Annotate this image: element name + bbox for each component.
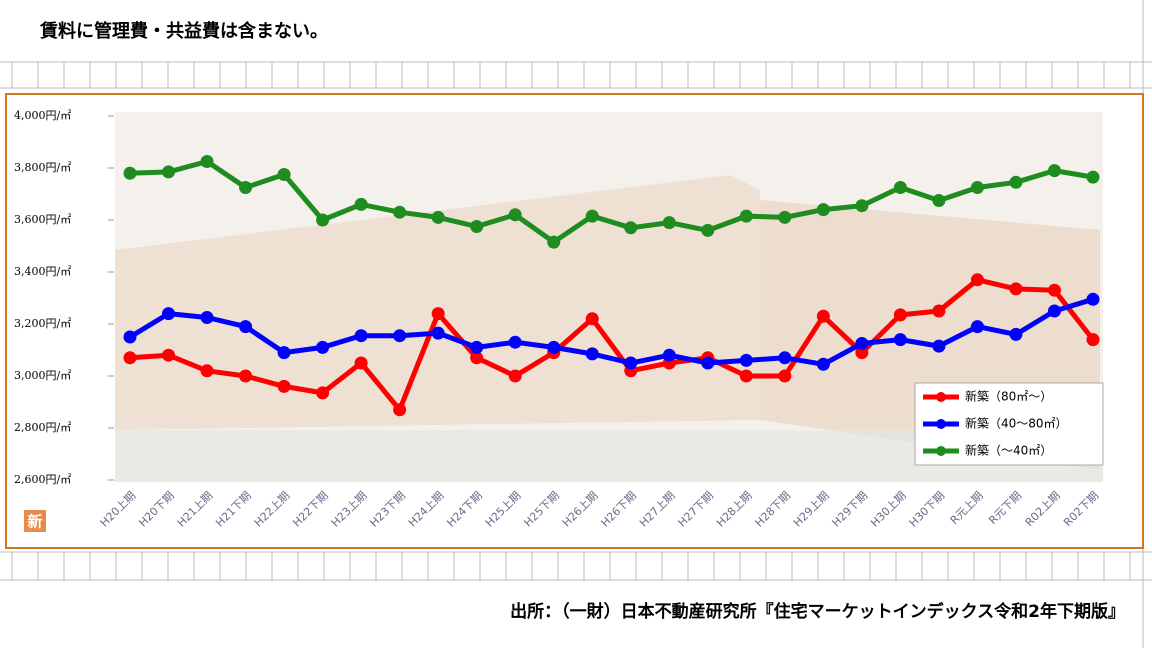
point — [739, 353, 753, 367]
point — [778, 369, 792, 383]
badge: 新 — [27, 513, 42, 531]
point — [932, 304, 946, 318]
point — [585, 209, 599, 223]
point — [508, 369, 522, 383]
point — [431, 307, 445, 321]
point — [662, 348, 676, 362]
point — [508, 208, 522, 222]
point — [123, 330, 137, 344]
point — [393, 329, 407, 343]
point — [739, 369, 753, 383]
point — [316, 213, 330, 227]
point — [162, 307, 176, 321]
point — [393, 403, 407, 417]
point — [662, 216, 676, 230]
y-tick-label: 3,800円/㎡ — [14, 161, 71, 174]
point — [1086, 170, 1100, 184]
y-tick-label: 3,600円/㎡ — [14, 213, 71, 226]
point — [1047, 283, 1061, 297]
point — [1086, 292, 1100, 306]
legend-marker — [936, 392, 946, 402]
point — [701, 223, 715, 237]
point — [816, 309, 830, 323]
point — [354, 356, 368, 370]
point — [200, 155, 214, 168]
point — [1086, 333, 1100, 347]
point — [277, 379, 291, 393]
point — [739, 209, 753, 223]
y-tick-label: 3,200円/㎡ — [14, 317, 71, 330]
point — [816, 203, 830, 217]
point — [354, 329, 368, 343]
legend-marker — [936, 446, 946, 456]
point — [277, 346, 291, 360]
point — [701, 356, 715, 370]
point — [624, 356, 638, 370]
point — [239, 369, 253, 383]
point — [470, 340, 484, 354]
y-tick-label: 4,000円/㎡ — [14, 109, 71, 122]
point — [162, 348, 176, 362]
point — [547, 235, 561, 249]
series-line — [129, 159, 1094, 245]
point — [970, 273, 984, 287]
point — [470, 220, 484, 233]
point — [932, 339, 946, 353]
note: 賃料に管理費・共益費は含まない。 — [39, 20, 328, 42]
point — [431, 326, 445, 340]
point — [200, 364, 214, 378]
point — [855, 346, 869, 360]
point — [855, 199, 869, 213]
point — [585, 347, 599, 361]
legend-label: 新築（～40㎡） — [965, 443, 1052, 458]
point — [1047, 304, 1061, 318]
point — [239, 320, 253, 334]
legend-marker — [936, 419, 946, 429]
point — [316, 386, 330, 400]
point — [970, 181, 984, 194]
point — [239, 181, 253, 194]
point — [470, 351, 484, 365]
point — [508, 335, 522, 349]
y-tick-label: 3,000円/㎡ — [14, 369, 71, 382]
point — [816, 357, 830, 371]
point — [316, 340, 330, 354]
point — [624, 221, 638, 235]
legend-label: 新築（80㎡～） — [965, 389, 1052, 404]
point — [162, 165, 176, 179]
y-tick-label: 2,600円/㎡ — [14, 473, 71, 486]
badge-box — [24, 510, 46, 532]
y-tick-label: 2,800円/㎡ — [14, 421, 71, 434]
point — [547, 340, 561, 354]
point — [1047, 164, 1061, 178]
point — [778, 210, 792, 224]
point — [932, 194, 946, 207]
form-cells — [11, 62, 1131, 580]
point — [855, 337, 869, 350]
legend: 新築（80㎡～） 新築（40～80㎡） 新築（～40㎡） — [914, 382, 1104, 466]
point — [123, 351, 137, 365]
point — [970, 320, 984, 334]
legend-label: 新築（40～80㎡） — [965, 416, 1068, 431]
point — [1009, 282, 1023, 296]
point — [893, 308, 907, 322]
point — [893, 181, 907, 194]
point — [585, 312, 599, 326]
point — [431, 210, 445, 224]
point — [893, 333, 907, 347]
point — [1009, 327, 1023, 341]
point — [1009, 175, 1023, 189]
point — [123, 166, 137, 180]
point — [200, 311, 214, 324]
point — [277, 168, 291, 181]
point — [354, 197, 368, 211]
point — [393, 205, 407, 219]
y-tick-label: 3,400円/㎡ — [14, 265, 71, 278]
source: 出所：（一財）日本不動産研究所『住宅マーケットインデックス令和2年下期版』 — [510, 601, 1125, 622]
point — [778, 351, 792, 365]
